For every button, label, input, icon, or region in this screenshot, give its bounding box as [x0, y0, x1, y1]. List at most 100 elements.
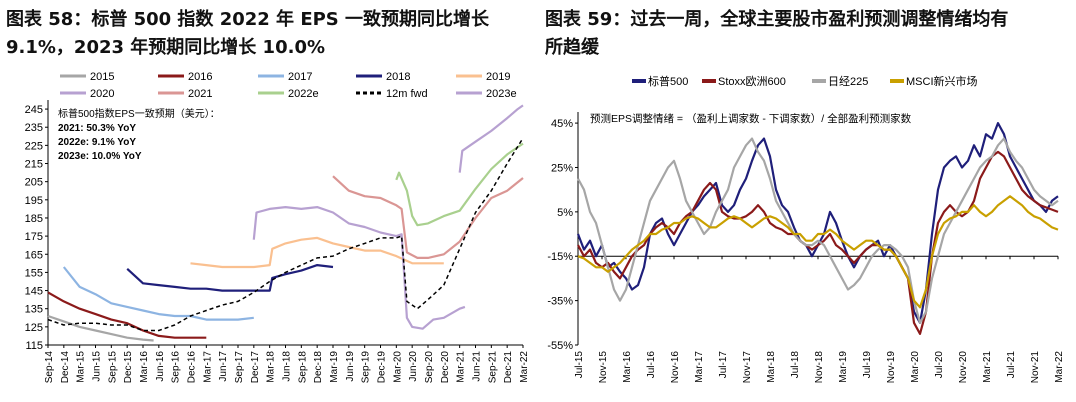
x-tick-label-6: Jul-17 [718, 351, 729, 379]
annotation-formula: 预测EPS调整情绪 = （盈利上调家数 - 下调家数）/ 全部盈利预测家数 [590, 112, 912, 125]
x-tick-label-19: Jun-19 [345, 351, 356, 382]
y-tick-label-1: 125 [25, 322, 43, 334]
x-tick-label-3: Jul-16 [646, 351, 657, 379]
x-tick-label-13: Dec-17 [250, 351, 261, 384]
y-tick-label-12: 235 [25, 122, 43, 134]
y-tick-label-0: 45% [551, 118, 573, 130]
x-tick-label-0: Sep-14 [44, 351, 55, 384]
x-tick-label-16: Sep-18 [297, 351, 308, 384]
y-tick-label-0: 115 [25, 340, 43, 352]
legend-label-2020-5: 2020 [90, 88, 114, 100]
x-tick-label-28: Sep-21 [487, 351, 498, 384]
x-tick-label-17: Mar-21 [982, 351, 993, 383]
legend-label-12m-fwd-8: 12m fwd [386, 88, 428, 100]
series-line-2020-5 [252, 206, 466, 330]
x-tick-label-4: Sep-15 [107, 351, 118, 384]
x-tick-label-25: Dec-20 [440, 351, 451, 384]
note-line-2: 2022e: 9.1% YoY [58, 137, 136, 148]
legend-label-2017-2: 2017 [288, 71, 312, 83]
x-tick-label-11: Mar-19 [838, 351, 849, 383]
y-tick-label-6: 175 [25, 231, 43, 243]
chart-title-2: 图表 59：过去一周，全球主要股市盈利预测调整情绪均有 所趋缓 [545, 6, 1073, 62]
legend-label-stoxx-600-1: Stoxx欧洲600 [718, 75, 786, 88]
y-tick-label-5: 165 [25, 249, 43, 261]
y-tick-label-3: -15% [547, 251, 573, 263]
x-tick-label-27: Jun-21 [472, 351, 483, 382]
x-tick-label-30: Mar-22 [519, 351, 530, 383]
series-line-2018-3 [126, 264, 334, 292]
series-line-2023e-10 [458, 104, 524, 173]
series-line-225-2 [577, 137, 1059, 324]
x-tick-label-18: Jul-21 [1006, 351, 1017, 379]
x-tick-label-2: Mar-16 [622, 351, 633, 383]
x-tick-label-8: Sep-16 [171, 351, 182, 384]
x-tick-label-10: Mar-17 [202, 351, 213, 383]
x-tick-label-11: Jun-17 [218, 351, 229, 382]
legend-label-2015-0: 2015 [90, 71, 114, 83]
x-tick-label-29: Dec-21 [503, 351, 514, 384]
x-tick-label-18: Mar-19 [329, 351, 340, 383]
series-line-2015-0 [47, 314, 154, 342]
y-tick-label-5: -55% [547, 340, 573, 352]
x-tick-label-3: Jun-15 [92, 351, 103, 382]
x-tick-label-8: Mar-18 [766, 351, 777, 383]
series-line-2019-4 [190, 236, 444, 269]
y-tick-label-1: 25% [551, 162, 573, 174]
x-tick-label-15: Jul-20 [934, 351, 945, 379]
note-line-0: 标普500指数EPS一致预期（美元）： [58, 107, 220, 120]
x-tick-label-2: Mar-15 [76, 351, 87, 383]
y-tick-label-8: 195 [25, 195, 43, 207]
x-tick-label-7: Jun-16 [155, 351, 166, 382]
x-tick-label-9: Dec-16 [187, 351, 198, 384]
y-tick-label-3: 145 [25, 286, 43, 298]
x-tick-label-20: Sep-19 [361, 351, 372, 384]
x-tick-label-13: Nov-19 [886, 351, 897, 384]
legend-label-2021-6: 2021 [188, 88, 212, 100]
note-line-3: 2023e: 10.0% YoY [58, 151, 142, 162]
x-tick-label-5: Dec-15 [123, 351, 134, 384]
legend-label-msci-3: MSCI新兴市场 [906, 74, 978, 88]
series-line-msci-3 [577, 195, 1059, 309]
y-tick-label-7: 185 [25, 213, 43, 225]
y-tick-label-13: 245 [25, 104, 43, 116]
x-tick-label-1: Dec-14 [60, 351, 71, 384]
x-tick-label-5: Mar-17 [694, 351, 705, 383]
series-line-12m-fwd-8 [47, 137, 524, 332]
y-tick-label-2: 135 [25, 304, 43, 316]
chart-title-1-line-2: 9.1%，2023 年预期同比增长 10.0% [6, 37, 325, 58]
x-tick-label-12: Sep-17 [234, 351, 245, 384]
x-tick-label-4: Nov-16 [670, 351, 681, 384]
x-tick-label-12: Jul-19 [862, 351, 873, 379]
x-tick-label-14: Mar-20 [910, 351, 921, 383]
series-line-2022e-7 [395, 142, 524, 227]
series-line-2017-2 [62, 266, 254, 321]
x-tick-label-16: Nov-20 [958, 351, 969, 384]
chart-title-2-line-2: 所趋缓 [545, 37, 599, 58]
y-tick-label-11: 225 [25, 140, 43, 152]
legend-label-2019-4: 2019 [486, 71, 510, 83]
x-tick-label-1: Nov-15 [598, 351, 609, 384]
x-tick-label-20: Mar-22 [1054, 351, 1065, 383]
y-tick-label-9: 205 [25, 177, 43, 189]
x-tick-label-7: Nov-17 [742, 351, 753, 384]
series-line-500-0 [576, 122, 1059, 324]
x-tick-label-19: Nov-21 [1030, 351, 1041, 384]
x-tick-label-26: Mar-21 [456, 351, 467, 383]
legend-label-225-2: 日经225 [828, 75, 868, 88]
x-tick-label-10: Nov-18 [814, 351, 825, 384]
x-tick-label-23: Jun-20 [408, 351, 419, 382]
x-tick-label-14: Mar-18 [266, 351, 277, 383]
chart-title-1: 图表 58：标普 500 指数 2022 年 EPS 一致预期同比增长 9.1%，… [6, 6, 526, 62]
y-tick-label-2: 5% [557, 207, 573, 219]
chart-title-1-line-1: 图表 58：标普 500 指数 2022 年 EPS 一致预期同比增长 [6, 9, 490, 30]
eps-forecast-chart: 2015 2016 2017 2018 2019 2020 2021 2022e 12m fwd… [25, 71, 530, 384]
x-tick-label-9: Jul-18 [790, 351, 801, 379]
x-tick-label-17: Dec-18 [313, 351, 324, 384]
series-line-stoxx-600-1 [577, 150, 1059, 335]
legend-label-2016-1: 2016 [188, 71, 212, 83]
x-tick-label-24: Sep-20 [424, 351, 435, 384]
legend-label-2018-3: 2018 [386, 71, 410, 83]
y-tick-label-10: 215 [25, 159, 43, 171]
note-line-1: 2021: 50.3% YoY [58, 123, 136, 134]
